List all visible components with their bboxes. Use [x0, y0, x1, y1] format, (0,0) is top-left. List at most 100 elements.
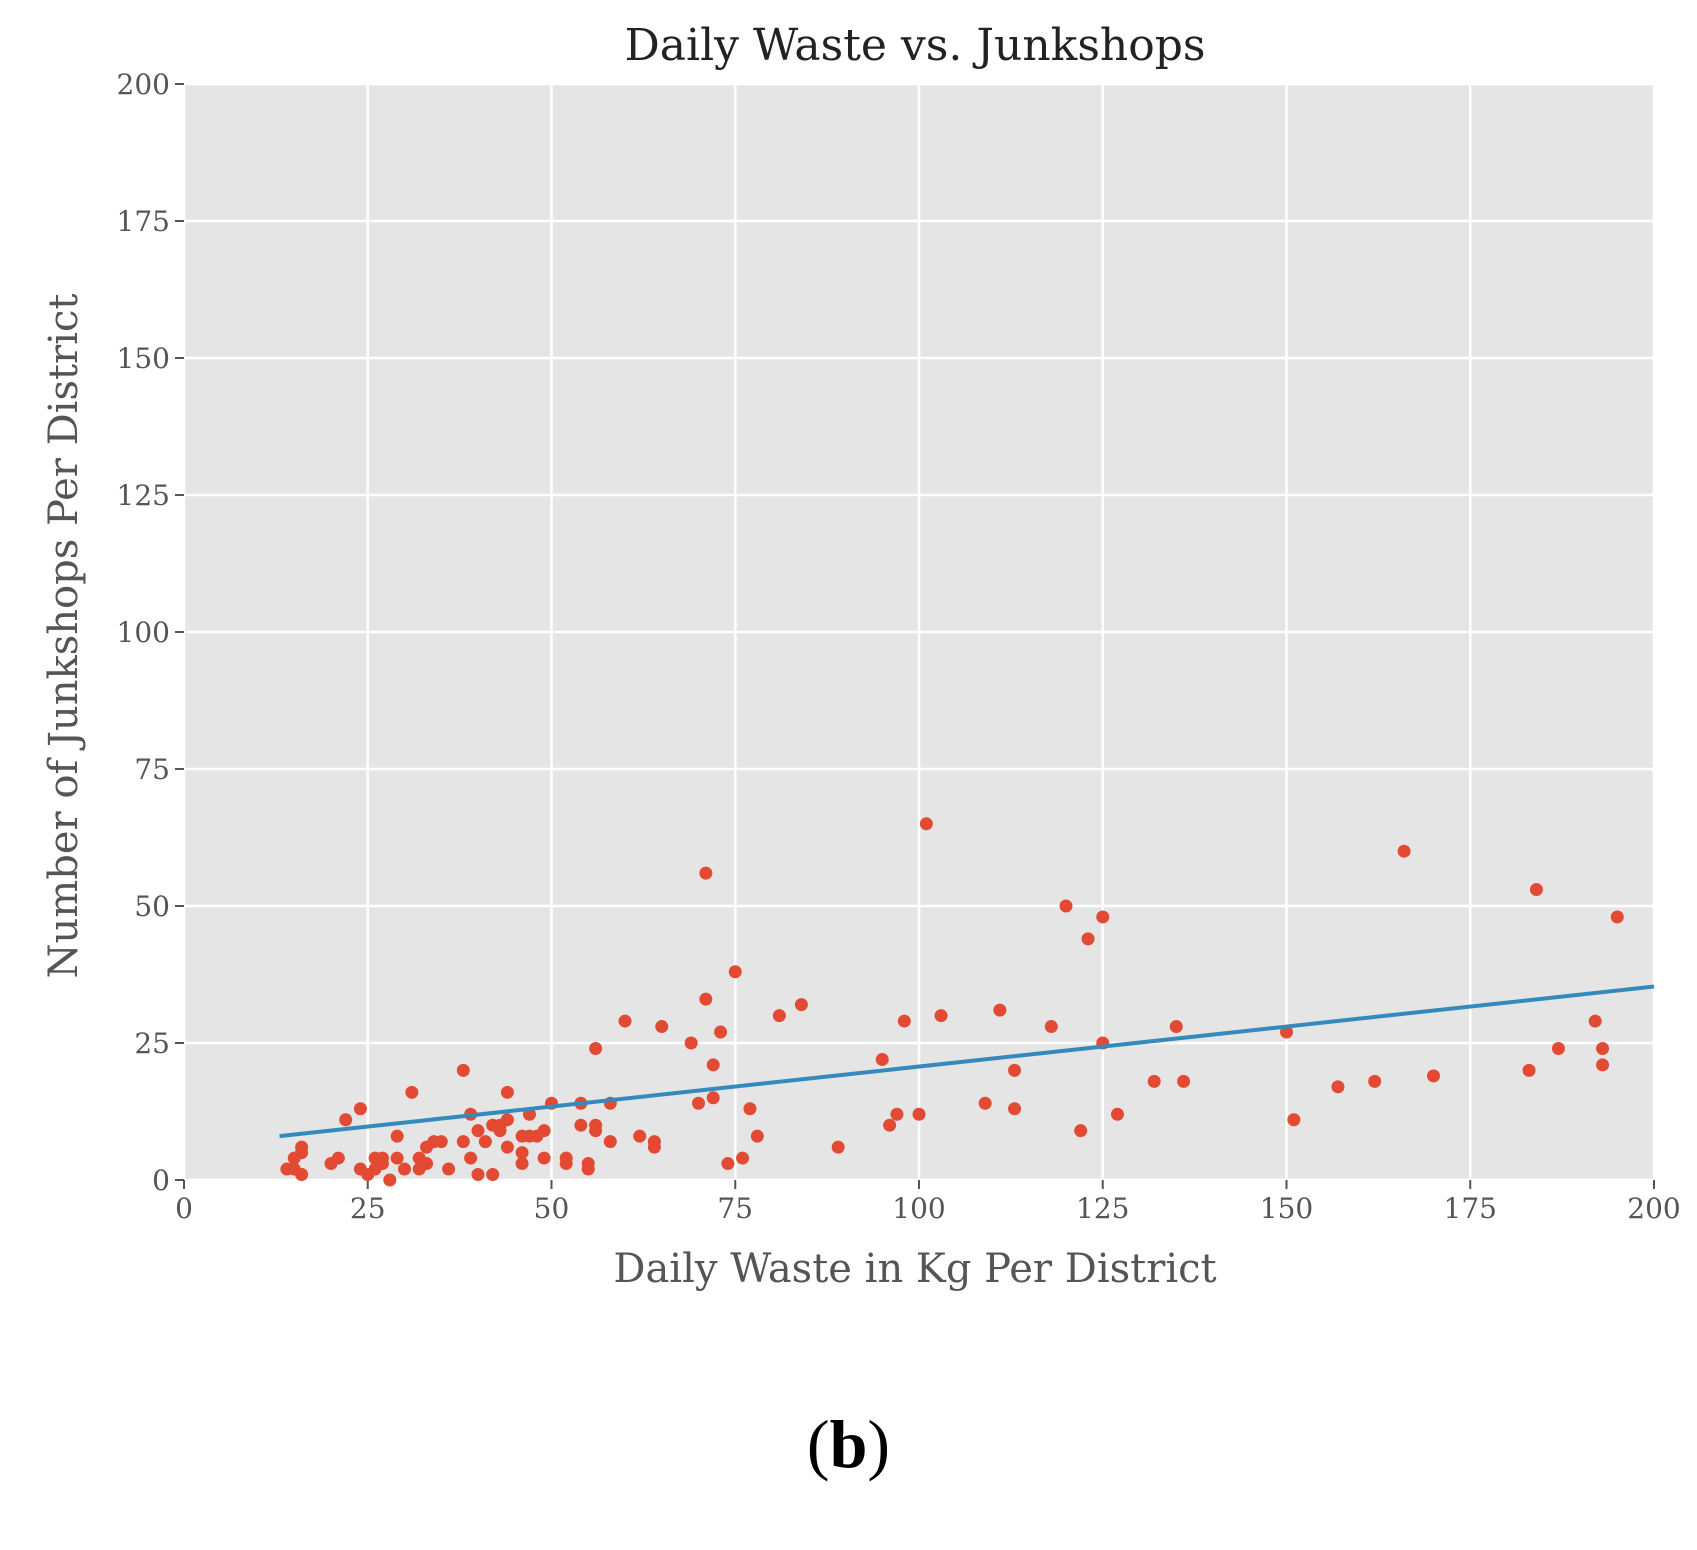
data-point	[1096, 910, 1110, 924]
data-point	[295, 1168, 309, 1182]
x-tick-label: 175	[1444, 1192, 1497, 1225]
data-point	[1596, 1041, 1610, 1055]
y-tick-label: 175	[117, 205, 170, 238]
data-point	[295, 1140, 309, 1154]
data-point	[1331, 1080, 1345, 1094]
regression-layer	[279, 984, 1655, 1139]
data-point	[618, 1014, 632, 1028]
data-point	[890, 1107, 904, 1121]
y-tick-label: 100	[117, 616, 170, 649]
data-point	[655, 1020, 669, 1034]
y-tick-label: 25	[134, 1027, 170, 1060]
data-point	[1110, 1107, 1124, 1121]
data-point	[500, 1113, 514, 1127]
data-point	[493, 1124, 507, 1138]
x-axis-title: Daily Waste in Kg Per District	[613, 1246, 1216, 1292]
x-tick-label: 150	[1260, 1192, 1313, 1225]
data-point	[794, 998, 808, 1012]
x-tick-label: 50	[534, 1192, 570, 1225]
chart-title: Daily Waste vs. Junkshops	[625, 20, 1206, 71]
data-point	[515, 1146, 529, 1160]
data-point	[743, 1102, 757, 1116]
data-point	[405, 1085, 419, 1099]
y-axis-title: Number of Junkshops Per District	[41, 294, 87, 979]
data-point	[574, 1118, 588, 1132]
data-point	[897, 1014, 911, 1028]
data-point	[383, 1173, 397, 1187]
data-point	[692, 1096, 705, 1110]
data-point	[1522, 1063, 1536, 1077]
data-point	[714, 1025, 728, 1039]
data-point	[331, 1151, 345, 1165]
data-point	[1169, 1020, 1183, 1034]
data-point	[699, 866, 713, 880]
data-point	[1596, 1058, 1610, 1072]
x-tick-label: 100	[892, 1192, 945, 1225]
panel-label-open: (	[806, 1406, 830, 1482]
data-point	[993, 1003, 1007, 1017]
data-point	[375, 1151, 389, 1165]
data-point	[919, 817, 933, 831]
data-point	[1074, 1124, 1088, 1138]
data-point	[706, 1091, 720, 1105]
data-point	[1529, 883, 1543, 897]
data-point	[537, 1151, 551, 1165]
data-point	[647, 1140, 661, 1154]
data-point	[390, 1129, 404, 1143]
data-point	[1147, 1074, 1161, 1088]
data-point	[831, 1140, 845, 1154]
data-point	[875, 1052, 889, 1066]
data-point	[1588, 1014, 1602, 1028]
data-point	[464, 1151, 478, 1165]
data-point	[589, 1041, 603, 1055]
data-point	[1610, 910, 1624, 924]
x-tick-label: 200	[1627, 1192, 1680, 1225]
data-point	[471, 1124, 485, 1138]
data-point	[883, 1118, 897, 1132]
data-point	[339, 1113, 353, 1127]
data-point	[515, 1157, 529, 1171]
x-tick-label: 75	[717, 1192, 753, 1225]
data-point	[934, 1009, 948, 1023]
data-point	[456, 1135, 470, 1149]
x-tick-label: 25	[350, 1192, 386, 1225]
data-point	[537, 1124, 551, 1138]
data-point	[1008, 1063, 1022, 1077]
axis-ticks: 0 25 50 75 100 125 150 175 200 0 25 50 75 100 125 150 17…	[117, 68, 1681, 1225]
data-point	[589, 1118, 603, 1132]
data-point	[1427, 1069, 1440, 1083]
x-tick-label: 0	[175, 1192, 193, 1225]
data-point	[559, 1157, 573, 1171]
panel-label: (b)	[0, 1405, 1697, 1484]
regression-line	[279, 984, 1655, 1139]
data-point	[398, 1162, 411, 1176]
data-point	[1287, 1113, 1301, 1127]
data-point	[912, 1107, 926, 1121]
data-point	[1177, 1074, 1191, 1088]
data-point	[706, 1058, 720, 1072]
x-tick-label: 125	[1076, 1192, 1129, 1225]
scatter-chart: Daily Waste vs. Junkshops 0 25 50 75 100 125 1…	[41, 20, 1681, 1292]
data-point	[1368, 1074, 1382, 1088]
data-point	[471, 1168, 485, 1182]
data-point	[603, 1135, 617, 1149]
data-point	[456, 1063, 470, 1077]
data-point	[721, 1157, 735, 1171]
data-point	[478, 1135, 492, 1149]
data-point	[1081, 932, 1095, 946]
data-point	[750, 1129, 764, 1143]
data-point	[978, 1096, 992, 1110]
y-tick-label: 75	[134, 753, 170, 786]
data-point	[500, 1085, 514, 1099]
data-point	[633, 1129, 647, 1143]
data-point	[353, 1102, 367, 1116]
data-point	[420, 1157, 434, 1171]
y-tick-label: 50	[134, 890, 170, 923]
data-point	[728, 965, 742, 979]
data-point	[434, 1135, 448, 1149]
y-tick-label: 0	[152, 1164, 170, 1197]
data-point	[1059, 899, 1073, 913]
data-point	[772, 1009, 786, 1023]
data-point	[1397, 844, 1411, 858]
data-point	[581, 1162, 595, 1176]
